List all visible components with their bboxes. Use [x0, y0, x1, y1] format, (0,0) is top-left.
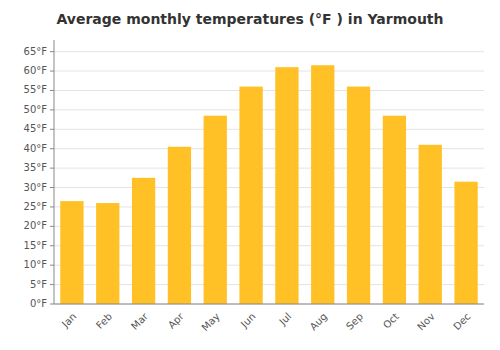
x-axis: Jan Feb Mar Apr May Jun Jul Aug Sep Oct Nov Dec: [54, 304, 484, 333]
y-tick-label: 60°F: [24, 65, 48, 76]
y-tick-label: 55°F: [24, 84, 48, 95]
y-tick: [50, 109, 54, 110]
bars: [60, 65, 477, 304]
bar: [454, 182, 477, 304]
y-grid: [54, 52, 484, 304]
y-tick-label: 65°F: [24, 46, 48, 57]
y-tick: [50, 168, 54, 169]
x-tick-label: Jul: [276, 311, 293, 328]
x-tick-label: Nov: [415, 311, 437, 333]
x-tick-label: Aug: [308, 311, 330, 333]
x-tick-label: Oct: [381, 311, 401, 331]
y-tick: [50, 187, 54, 188]
y-tick-label: 45°F: [24, 123, 48, 134]
y-tick-label: 25°F: [24, 201, 48, 212]
bar: [275, 67, 298, 304]
x-tick-label: Sep: [344, 311, 365, 332]
y-tick-label: 20°F: [24, 220, 48, 231]
y-tick: [50, 129, 54, 130]
y-tick-label: 40°F: [24, 143, 48, 154]
bar: [419, 145, 442, 304]
grid-line: [54, 129, 484, 130]
y-tick: [50, 245, 54, 246]
y-tick-label: 15°F: [24, 240, 48, 251]
y-tick: [50, 71, 54, 72]
bar: [204, 116, 227, 304]
chart-title: Average monthly temperatures (°F ) in Ya…: [56, 11, 443, 27]
x-tick-label: Apr: [166, 310, 187, 331]
y-axis: 0°F 5°F 10°F 15°F 20°F 25°F 30°F 35°F 40°F 45°F 50…: [24, 40, 54, 309]
y-axis-line: [54, 40, 55, 304]
bar: [96, 203, 119, 304]
x-tick-label: Dec: [451, 311, 472, 332]
grid-line: [54, 304, 484, 305]
x-tick-label: Feb: [94, 311, 114, 331]
chart-container: 0°F 5°F 10°F 15°F 20°F 25°F 30°F 35°F 40°F 45°F 50…: [0, 0, 500, 350]
x-tick-label: Jan: [59, 311, 78, 330]
bar: [60, 201, 83, 304]
chart-svg: 0°F 5°F 10°F 15°F 20°F 25°F 30°F 35°F 40°F 45°F 50…: [0, 0, 500, 350]
y-tick-label: 5°F: [30, 279, 47, 290]
y-tick: [50, 265, 54, 266]
grid-line: [54, 109, 484, 110]
bar: [311, 65, 334, 304]
bar: [239, 87, 262, 304]
y-tick: [50, 284, 54, 285]
x-tick-label: May: [199, 311, 221, 333]
x-tick-label: Mar: [129, 310, 151, 332]
y-tick: [50, 148, 54, 149]
grid-line: [54, 90, 484, 91]
y-tick: [50, 51, 54, 52]
y-tick-label: 35°F: [24, 162, 48, 173]
y-tick-label: 0°F: [30, 298, 47, 309]
x-tick-label: Jun: [238, 311, 258, 331]
bar: [132, 178, 155, 304]
x-axis-line: [54, 304, 484, 305]
y-tick-label: 50°F: [24, 104, 48, 115]
grid-line: [54, 51, 484, 52]
y-tick: [50, 226, 54, 227]
bar: [383, 116, 406, 304]
bar: [168, 147, 191, 304]
y-tick: [50, 90, 54, 91]
y-tick: [50, 304, 54, 305]
y-tick-label: 30°F: [24, 182, 48, 193]
bar: [347, 87, 370, 304]
y-tick: [50, 206, 54, 207]
y-tick-label: 10°F: [24, 259, 48, 270]
grid-line: [54, 71, 484, 72]
